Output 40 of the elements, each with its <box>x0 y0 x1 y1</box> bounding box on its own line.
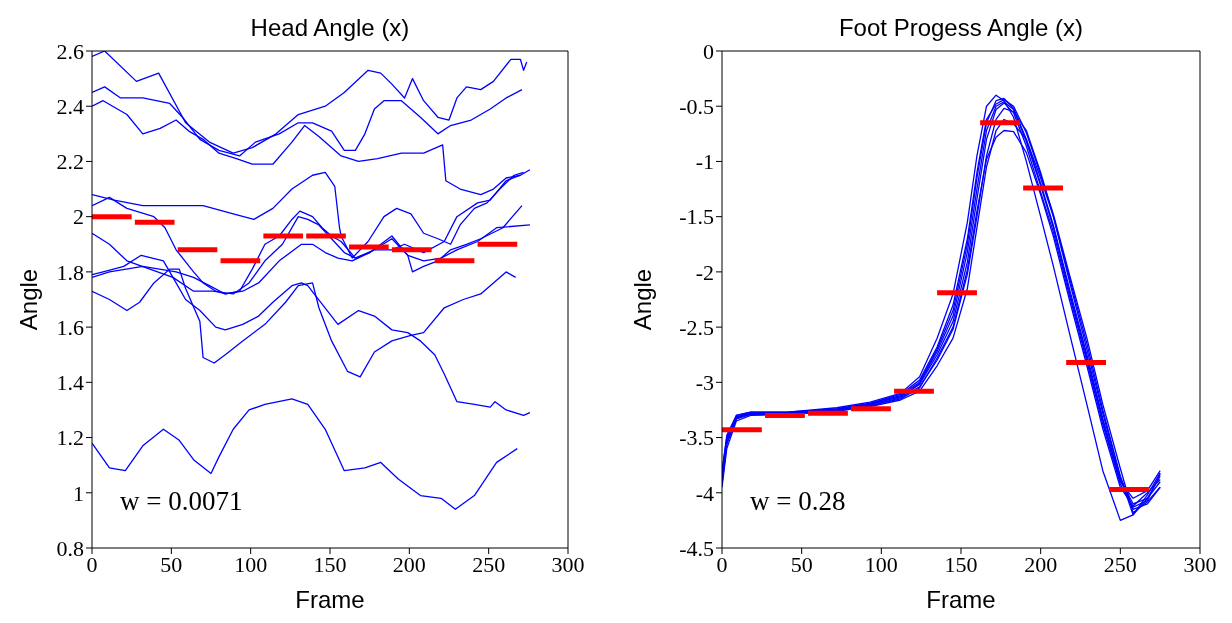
y-axis-title: Angle <box>628 268 656 331</box>
chart-title: Head Angle (x) <box>249 14 411 42</box>
x-tick-label: 50 <box>160 551 183 577</box>
y-tick-label: 0 <box>703 38 714 64</box>
x-axis-title: Frame <box>926 586 996 613</box>
x-tick-label: 300 <box>1183 551 1217 577</box>
x-tick-label: 250 <box>1103 551 1137 577</box>
chart-title: Foot Progess Angle (x) <box>837 14 1085 42</box>
y-tick-label: 1.6 <box>56 314 84 340</box>
y-tick-label: 2.2 <box>56 149 84 175</box>
y-tick-label: -3.5 <box>679 425 714 451</box>
y-tick-label: -1.5 <box>679 204 714 230</box>
y-tick-label: -4 <box>695 480 714 506</box>
x-tick-label: 200 <box>1024 551 1058 577</box>
y-tick-label: 1.8 <box>56 259 84 285</box>
x-tick-label: 300 <box>551 551 585 577</box>
y-tick-label: 2.4 <box>56 94 84 120</box>
y-tick-label: -3 <box>695 370 714 396</box>
x-tick-label: 150 <box>944 551 978 577</box>
annotation: w = 0.0071 <box>120 486 243 517</box>
x-tick-label: 150 <box>313 551 347 577</box>
x-tick-label: 200 <box>392 551 426 577</box>
x-tick-label: 100 <box>234 551 268 577</box>
x-tick-label: 250 <box>472 551 506 577</box>
y-tick-label: -2.5 <box>679 314 714 340</box>
x-tick-label: 50 <box>790 551 813 577</box>
y-tick-label: -1 <box>695 149 714 175</box>
y-tick-label: 2.6 <box>56 38 84 64</box>
x-axis-title: Frame <box>295 586 365 613</box>
y-tick-label: -0.5 <box>679 94 714 120</box>
y-tick-label: 0.8 <box>56 535 84 561</box>
y-axis-title: Angle <box>14 268 42 331</box>
y-tick-label: -2 <box>695 259 714 285</box>
x-tick-label: 100 <box>864 551 898 577</box>
annotation: w = 0.28 <box>750 486 846 517</box>
y-tick-label: 1.2 <box>56 425 84 451</box>
y-tick-label: 1 <box>73 480 84 506</box>
y-tick-label: 2 <box>73 204 84 230</box>
y-tick-label: -4.5 <box>679 535 714 561</box>
y-tick-label: 1.4 <box>56 370 84 396</box>
